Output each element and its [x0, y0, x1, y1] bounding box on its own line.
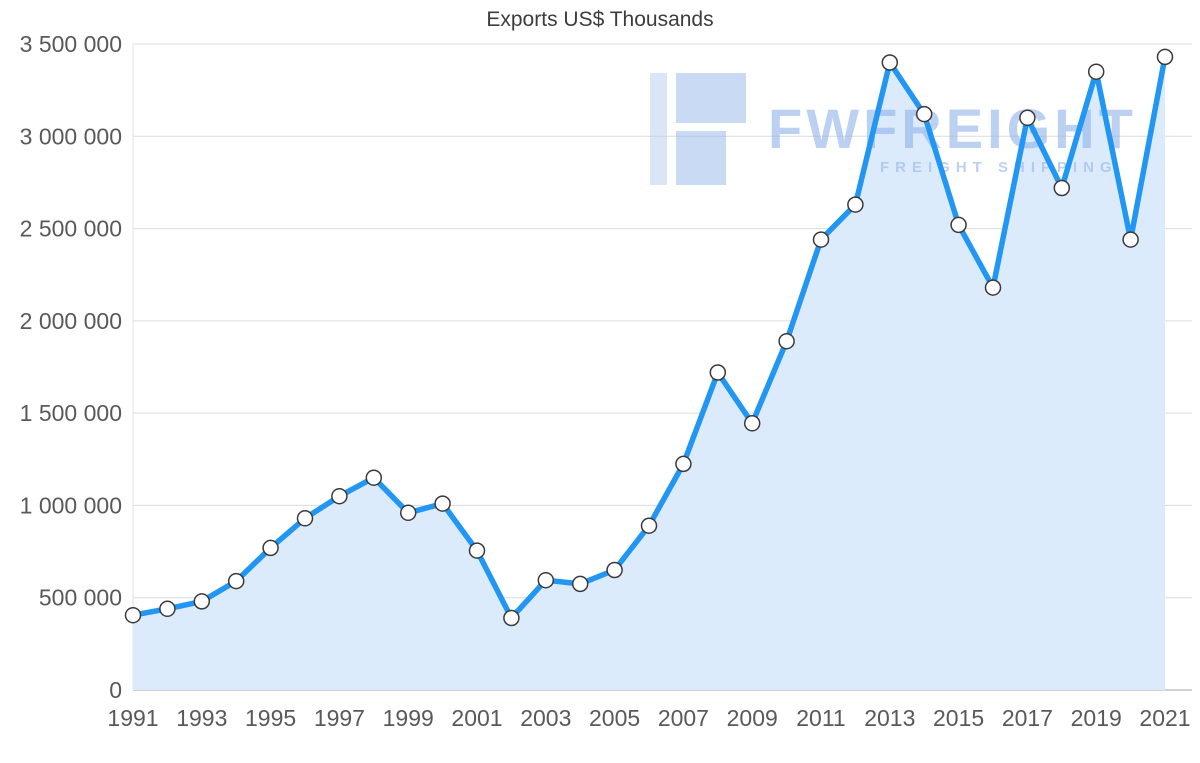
data-point[interactable] — [675, 455, 692, 473]
x-axis-label: 1991 — [107, 705, 158, 731]
data-point[interactable] — [1087, 63, 1105, 80]
data-point[interactable] — [606, 561, 623, 579]
x-axis-label: 1995 — [245, 705, 296, 731]
y-axis-label: 1 500 000 — [20, 400, 122, 426]
freight-logo-icon — [650, 73, 746, 185]
data-point[interactable] — [743, 415, 761, 432]
data-point[interactable] — [537, 571, 555, 589]
data-point[interactable] — [1053, 179, 1071, 197]
data-point[interactable] — [296, 510, 314, 527]
y-axis-label: 3 000 000 — [20, 123, 122, 149]
data-point[interactable] — [262, 539, 279, 557]
area-fill — [133, 56, 1165, 690]
data-point[interactable] — [468, 542, 486, 559]
x-axis-label: 2003 — [520, 705, 571, 731]
data-point[interactable] — [571, 575, 589, 593]
y-axis-label: 3 500 000 — [20, 31, 122, 57]
chart-title: Exports US$ Thousands — [486, 8, 714, 31]
x-axis-label: 2011 — [796, 705, 845, 731]
data-point[interactable] — [1122, 231, 1139, 248]
data-point[interactable] — [124, 606, 142, 624]
chart-underlay — [132, 43, 1192, 691]
data-point[interactable] — [434, 495, 451, 512]
data-point[interactable] — [881, 54, 899, 71]
x-axis-label: 2001 — [451, 705, 502, 731]
data-point[interactable] — [709, 364, 727, 381]
x-axis-label: 2007 — [658, 705, 709, 731]
data-point[interactable] — [950, 216, 967, 234]
data-point[interactable] — [331, 487, 348, 505]
data-point[interactable] — [159, 600, 176, 618]
x-axis-label: 2009 — [727, 705, 778, 731]
x-axis-label: 1993 — [176, 705, 227, 731]
watermark-subtitle: FREIGHT SHIPPING — [880, 159, 1118, 176]
data-point[interactable] — [1019, 109, 1036, 127]
chart-overlay: 0 500 000 1 000 000 1 500 000 2 000 000 2 500… — [20, 31, 1191, 731]
x-axis-label: 2013 — [864, 705, 915, 731]
data-point[interactable] — [812, 231, 830, 248]
x-axis-label: 2021 — [1139, 705, 1190, 731]
data-point[interactable] — [640, 517, 658, 534]
x-axis-label: 2005 — [589, 705, 640, 731]
data-point[interactable] — [503, 609, 520, 627]
data-point[interactable] — [399, 504, 417, 522]
data-point[interactable] — [847, 196, 864, 213]
x-axis-label: 2015 — [933, 705, 984, 731]
y-axis-label: 1 000 000 — [20, 492, 122, 518]
x-axis-label: 2017 — [1002, 705, 1053, 731]
data-point[interactable] — [227, 572, 245, 590]
data-point[interactable] — [193, 593, 211, 610]
y-axis-label: 500 000 — [39, 585, 122, 611]
y-axis-label: 2 000 000 — [20, 308, 122, 334]
x-axis-label: 1997 — [314, 705, 365, 731]
x-axis-label: 1999 — [383, 705, 434, 731]
y-axis-label: 2 500 000 — [20, 216, 122, 242]
data-point[interactable] — [1156, 48, 1174, 66]
data-point[interactable] — [778, 332, 795, 350]
x-axis-label: 2019 — [1071, 705, 1122, 731]
data-point[interactable] — [984, 279, 1002, 296]
y-axis-label: 0 — [109, 677, 122, 703]
data-point[interactable] — [365, 469, 383, 486]
data-point[interactable] — [915, 105, 933, 123]
